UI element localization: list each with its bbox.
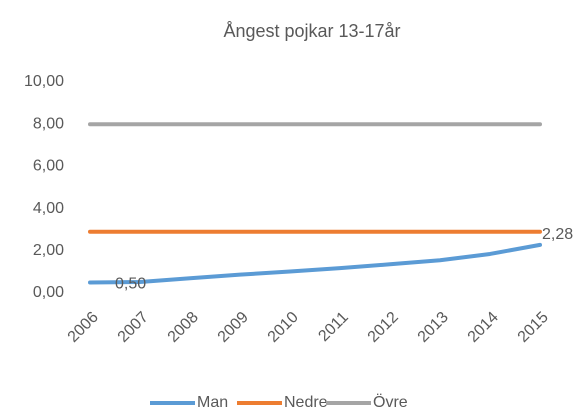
x-tick-label: 2009 (215, 309, 252, 346)
legend-label: Man (197, 394, 228, 411)
legend-label: Övre (373, 393, 408, 411)
y-tick-label: 4,00 (33, 200, 64, 217)
series-line (88, 242, 542, 285)
x-tick-label: 2015 (515, 309, 552, 346)
legend-label: Nedre (284, 394, 328, 411)
y-tick-label: 2,00 (33, 242, 64, 259)
y-tick-label: 8,00 (33, 115, 64, 132)
x-tick-label: 2008 (165, 309, 202, 346)
x-tick-label: 2013 (415, 309, 452, 346)
x-tick-label: 2007 (115, 309, 152, 346)
y-tick-label: 10,00 (24, 73, 64, 90)
data-label: 0,50 (115, 276, 146, 293)
data-label: 2,28 (542, 226, 573, 243)
x-tick-label: 2011 (315, 309, 351, 345)
y-tick-label: 6,00 (33, 158, 64, 175)
x-tick-label: 2012 (365, 309, 402, 346)
x-tick-label: 2006 (65, 309, 102, 346)
y-tick-label: 0,00 (33, 284, 64, 301)
x-tick-label: 2010 (265, 309, 302, 346)
x-tick-label: 2014 (465, 309, 502, 346)
chart-title: Ångest pojkar 13-17år (223, 21, 400, 41)
